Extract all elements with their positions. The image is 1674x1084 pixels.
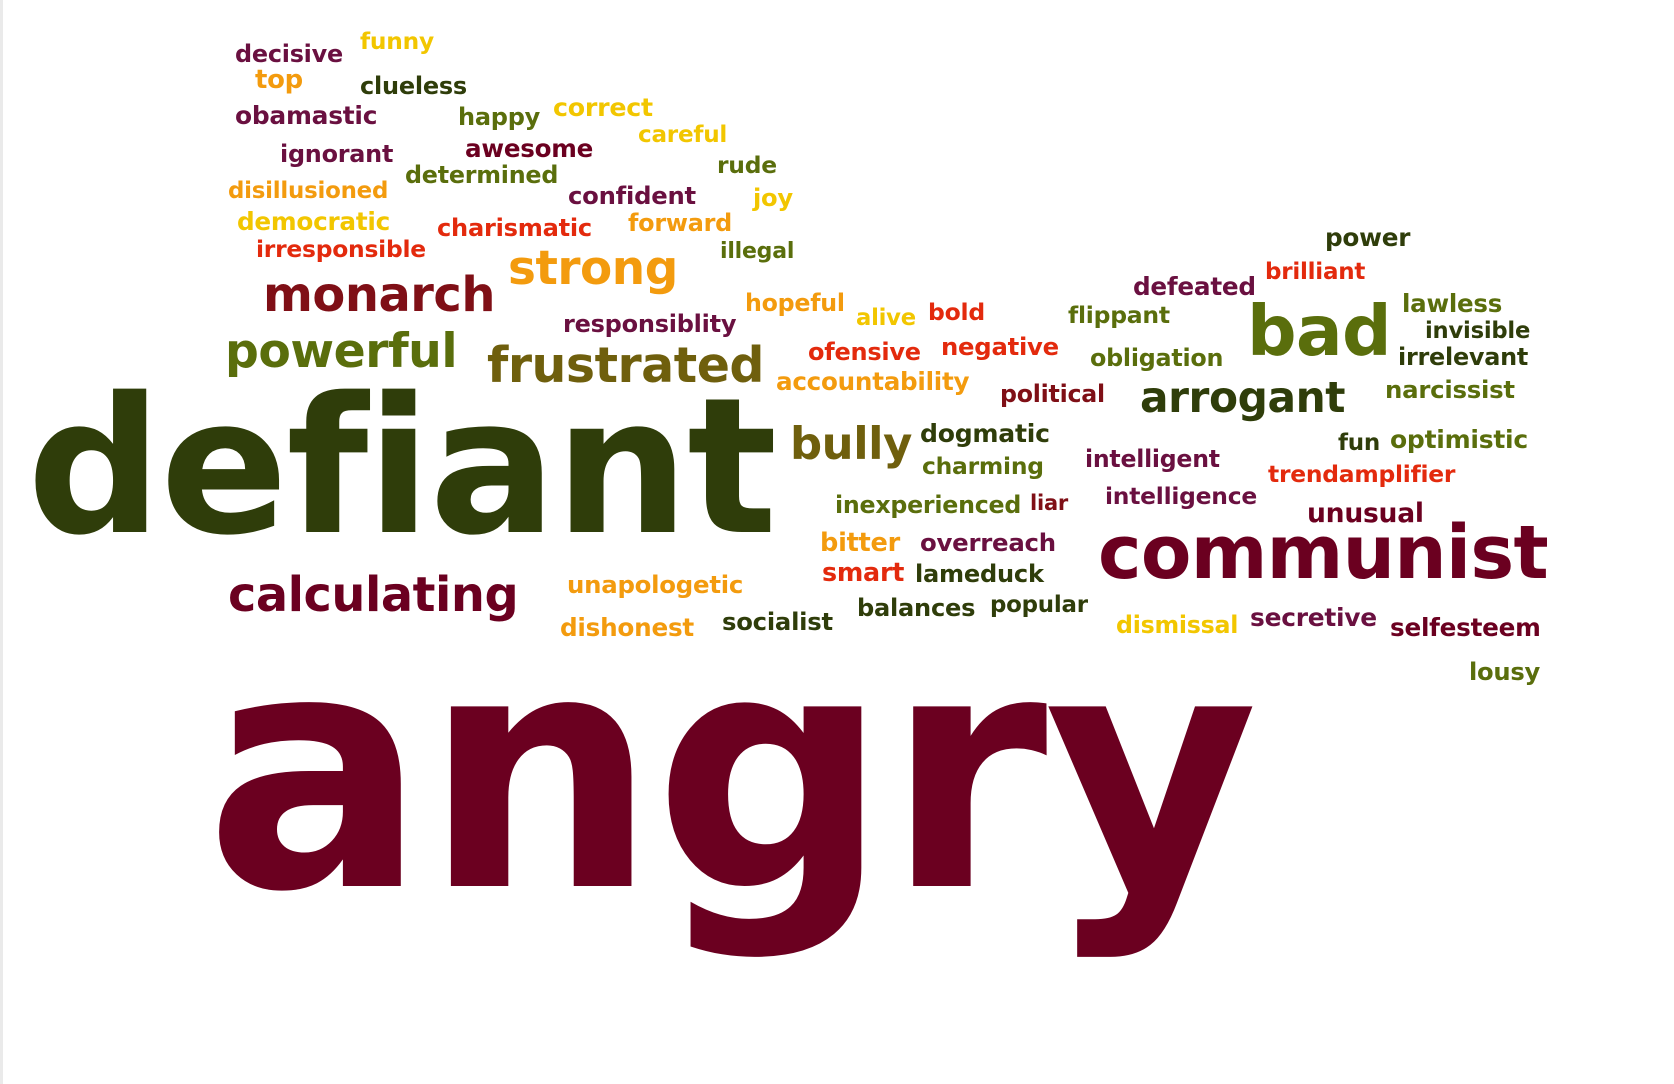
word-top: top: [255, 64, 303, 95]
word-intelligence: intelligence: [1105, 482, 1257, 511]
word-negative: negative: [941, 332, 1059, 362]
word-forward: forward: [628, 209, 732, 238]
word-lameduck: lameduck: [915, 560, 1044, 589]
word-bold: bold: [928, 298, 985, 327]
word-happy: happy: [458, 103, 541, 132]
word-optimistic: optimistic: [1390, 425, 1528, 454]
word-hopeful: hopeful: [745, 289, 845, 318]
word-ofensive: ofensive: [808, 338, 921, 367]
word-bully: bully: [790, 417, 912, 471]
word-balances: balances: [857, 594, 976, 623]
word-selfesteem: selfesteem: [1390, 613, 1541, 642]
word-disillusioned: disillusioned: [228, 178, 389, 205]
word-monarch: monarch: [263, 268, 495, 324]
word-powerful: powerful: [225, 324, 458, 380]
word-determined: determined: [405, 161, 559, 190]
word-careful: careful: [638, 122, 728, 149]
word-liar: liar: [1030, 491, 1069, 516]
word-lousy: lousy: [1469, 658, 1541, 687]
word-unapologetic: unapologetic: [567, 570, 744, 599]
word-joy: joy: [753, 184, 793, 213]
word-accountability: accountability: [776, 367, 970, 396]
word-irresponsible: irresponsible: [256, 235, 426, 264]
word-trendamplifier: trendamplifier: [1268, 460, 1456, 489]
word-ignorant: ignorant: [280, 140, 394, 169]
word-defeated: defeated: [1133, 272, 1256, 301]
word-frustrated: frustrated: [487, 337, 765, 395]
word-dismissal: dismissal: [1116, 611, 1239, 640]
word-democratic: democratic: [237, 207, 390, 236]
word-decisive: decisive: [235, 40, 343, 69]
word-obamastic: obamastic: [235, 101, 378, 130]
word-invisible: invisible: [1425, 318, 1531, 345]
word-narcissist: narcissist: [1385, 375, 1515, 404]
word-dogmatic: dogmatic: [920, 419, 1050, 448]
word-charismatic: charismatic: [437, 214, 592, 243]
word-defiant: defiant: [27, 356, 777, 577]
word-calculating: calculating: [228, 568, 519, 624]
word-arrogant: arrogant: [1140, 372, 1346, 422]
word-inexperienced: inexperienced: [835, 491, 1022, 520]
word-illegal: illegal: [720, 239, 795, 265]
word-funny: funny: [360, 28, 434, 56]
word-fun: fun: [1338, 430, 1381, 457]
word-obligation: obligation: [1090, 344, 1224, 373]
word-responsiblity: responsiblity: [563, 310, 737, 339]
word-confident: confident: [568, 181, 696, 211]
word-unusual: unusual: [1307, 497, 1424, 529]
word-dishonest: dishonest: [560, 613, 694, 642]
word-intelligent: intelligent: [1085, 445, 1220, 474]
word-irrelevant: irrelevant: [1398, 343, 1529, 372]
word-alive: alive: [856, 305, 916, 332]
word-overreach: overreach: [920, 528, 1056, 557]
word-lawless: lawless: [1402, 289, 1503, 318]
word-brilliant: brilliant: [1265, 259, 1366, 286]
word-secretive: secretive: [1250, 603, 1377, 632]
word-awesome: awesome: [465, 134, 594, 163]
word-popular: popular: [990, 592, 1088, 619]
word-bitter: bitter: [820, 528, 901, 558]
word-communist: communist: [1098, 511, 1549, 597]
word-socialist: socialist: [722, 607, 833, 637]
word-strong: strong: [508, 241, 678, 297]
word-clueless: clueless: [360, 72, 467, 101]
word-bad: bad: [1247, 291, 1392, 372]
word-correct: correct: [553, 93, 653, 122]
word-flippant: flippant: [1068, 301, 1170, 330]
word-political: political: [1000, 380, 1105, 409]
word-power: power: [1325, 223, 1411, 252]
word-smart: smart: [822, 557, 905, 587]
word-angry: angry: [205, 581, 1258, 964]
word-charming: charming: [922, 452, 1044, 481]
word-rude: rude: [717, 151, 777, 180]
